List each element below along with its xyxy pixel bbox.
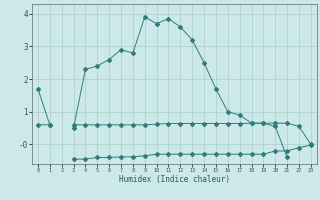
X-axis label: Humidex (Indice chaleur): Humidex (Indice chaleur): [119, 175, 230, 184]
